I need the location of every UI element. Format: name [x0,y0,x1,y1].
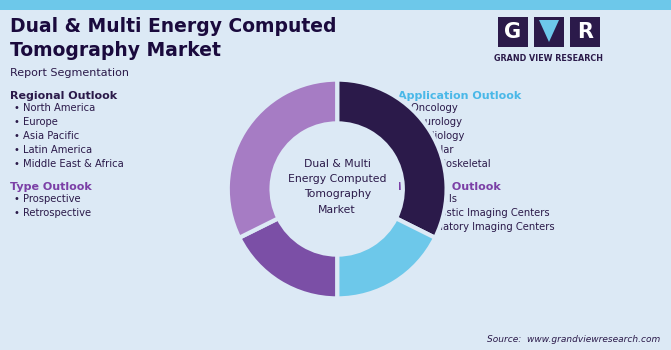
Text: • Ambulatory Imaging Centers: • Ambulatory Imaging Centers [402,222,555,232]
Text: • Asia Pacific: • Asia Pacific [14,131,79,141]
Wedge shape [240,218,337,299]
Text: Type Outlook: Type Outlook [10,182,92,192]
FancyBboxPatch shape [0,0,671,10]
Text: • Cardiology: • Cardiology [402,131,464,141]
FancyBboxPatch shape [570,17,600,47]
FancyBboxPatch shape [498,17,528,47]
Text: G: G [505,22,521,42]
Text: Dual & Multi
Energy Computed
Tomography
Market: Dual & Multi Energy Computed Tomography … [288,159,386,215]
Text: • Vascular: • Vascular [402,145,454,155]
Text: • Oncology: • Oncology [402,103,458,113]
Text: Regional Outlook: Regional Outlook [10,91,117,101]
Text: • Others: • Others [402,173,444,183]
Wedge shape [227,79,338,238]
Text: • North America: • North America [14,103,95,113]
Wedge shape [337,218,435,299]
Text: • Hospitals: • Hospitals [402,194,457,204]
Wedge shape [337,79,447,238]
Text: End-use Outlook: End-use Outlook [398,182,501,192]
Text: R: R [577,22,593,42]
Text: Dual & Multi Energy Computed
Tomography Market: Dual & Multi Energy Computed Tomography … [10,17,336,60]
Text: Application Outlook: Application Outlook [398,91,521,101]
Text: Report Segmentation: Report Segmentation [10,68,129,78]
Text: • Neurology: • Neurology [402,117,462,127]
Text: • Retrospective: • Retrospective [14,208,91,218]
FancyBboxPatch shape [534,17,564,47]
Text: • Europe: • Europe [14,117,58,127]
Text: • Diagnostic Imaging Centers: • Diagnostic Imaging Centers [402,208,550,218]
Polygon shape [539,20,559,42]
Text: GRAND VIEW RESEARCH: GRAND VIEW RESEARCH [495,54,603,63]
Text: • Latin America: • Latin America [14,145,92,155]
Text: • Middle East & Africa: • Middle East & Africa [14,159,123,169]
Text: • Prospective: • Prospective [14,194,81,204]
Text: Source:  www.grandviewresearch.com: Source: www.grandviewresearch.com [486,335,660,344]
Text: • Musculoskeletal: • Musculoskeletal [402,159,491,169]
